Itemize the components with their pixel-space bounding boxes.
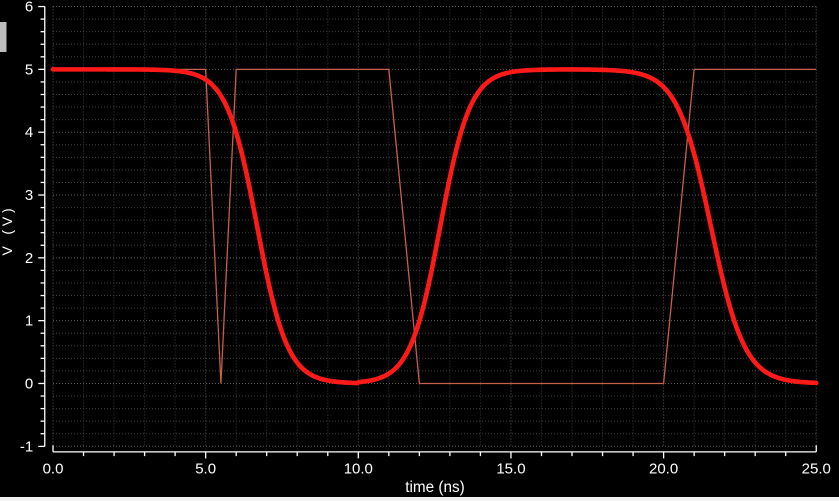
svg-text:15.0: 15.0	[496, 460, 525, 477]
svg-text:2: 2	[25, 250, 33, 267]
svg-text:0.0: 0.0	[43, 460, 64, 477]
svg-text:6: 6	[25, 0, 33, 16]
svg-text:-1: -1	[20, 438, 33, 455]
svg-text:25.0: 25.0	[802, 460, 831, 477]
svg-text:1: 1	[25, 313, 33, 330]
svg-text:10.0: 10.0	[344, 460, 373, 477]
svg-text:time (ns): time (ns)	[405, 479, 465, 496]
svg-text:3: 3	[25, 187, 33, 204]
svg-text:20.0: 20.0	[649, 460, 678, 477]
svg-text:0: 0	[25, 375, 33, 392]
svg-text:V (V): V (V)	[0, 205, 15, 256]
svg-text:5.0: 5.0	[195, 460, 216, 477]
svg-text:5: 5	[25, 61, 33, 78]
svg-text:4: 4	[25, 124, 33, 141]
